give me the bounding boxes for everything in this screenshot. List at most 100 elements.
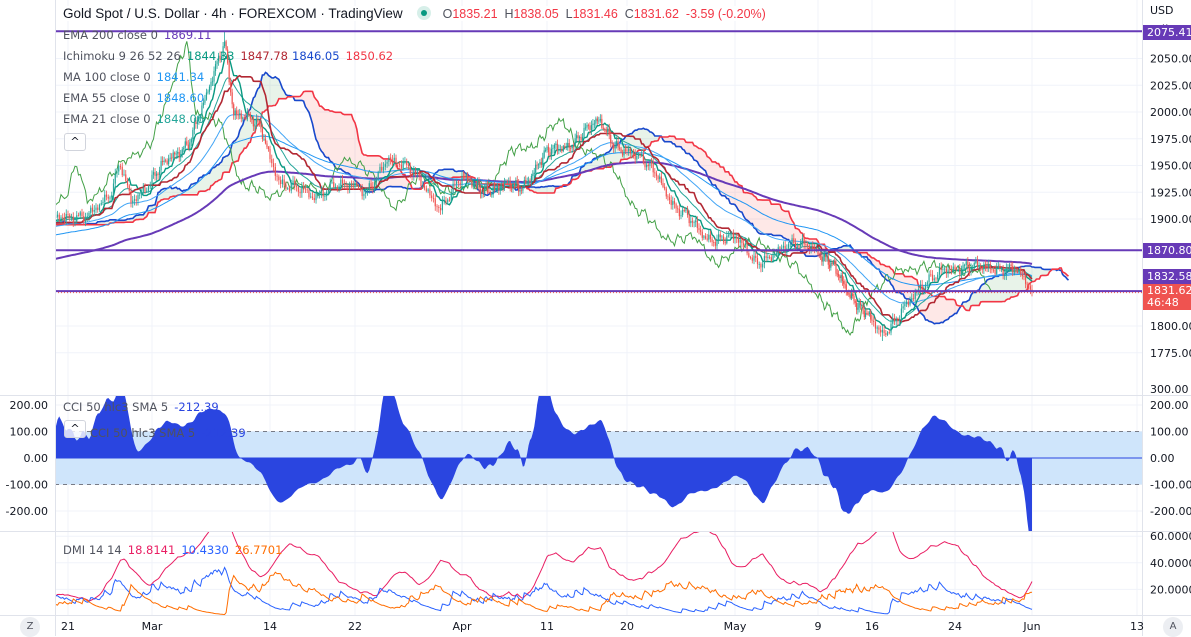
candle [693, 220, 695, 228]
candle-body [832, 261, 835, 265]
candle-body [207, 91, 209, 93]
candle [542, 152, 544, 167]
candle [832, 259, 835, 266]
legend-cci-1[interactable]: CCI 50 hlc3 SMA 5 -212.39 [63, 400, 225, 414]
legend-ichimoku[interactable]: Ichimoku 9 26 52 26 1844.33 1847.78 1846.05… [63, 49, 399, 63]
candle-body [885, 333, 887, 335]
candle [495, 183, 497, 193]
candle [973, 261, 975, 270]
candle-body [876, 327, 878, 329]
candle-body [874, 322, 877, 329]
candle-body [803, 237, 805, 245]
candle [386, 159, 388, 168]
auto-scale-button[interactable]: A [1163, 617, 1183, 637]
candle-body [112, 183, 115, 196]
candle-body [306, 189, 308, 191]
candle-body [146, 190, 148, 192]
open-label: O [442, 7, 453, 21]
candle [691, 217, 694, 228]
legend-ema55[interactable]: EMA 55 close 0 1848.60 [63, 91, 210, 105]
candle [1016, 268, 1019, 274]
legend-dmi[interactable]: DMI 14 14 18.8141 10.4330 26.7701 [63, 543, 288, 557]
candle [327, 188, 330, 196]
timezone-button[interactable]: Z [20, 617, 40, 637]
candle-body [708, 234, 710, 240]
candle-body [911, 298, 913, 301]
candle [568, 139, 570, 152]
legend-value: 1848.60 [156, 91, 205, 105]
legend-ema200[interactable]: EMA 200 close 0 1869.11 [63, 28, 217, 42]
candle [686, 205, 689, 218]
candle-body [481, 192, 483, 194]
dmi-pane[interactable] [0, 511, 1033, 616]
candle [772, 250, 774, 263]
candle [992, 266, 995, 273]
candle-body [866, 313, 868, 314]
candle [611, 140, 613, 149]
candle-body [393, 157, 395, 161]
collapse-cci-legend-button[interactable]: ^ [64, 420, 86, 438]
candle-body [762, 264, 764, 268]
candle-body [499, 186, 501, 191]
candle [384, 160, 386, 171]
candle-body [909, 300, 911, 306]
time-tick-label: Apr [452, 620, 472, 633]
ichimoku-leading-span-a [55, 71, 1070, 325]
candle [423, 181, 426, 191]
legend-cci-2[interactable]: CCI 50 hlc3 SMA 5 -212.39 [90, 426, 252, 440]
candle-body [201, 105, 203, 116]
candle-body [722, 236, 725, 242]
candle [854, 299, 856, 307]
candle [287, 186, 289, 191]
legend-ema21[interactable]: EMA 21 close 0 1848.06 [63, 112, 210, 126]
candle [646, 161, 648, 171]
candle-body [186, 141, 188, 145]
candle-body [368, 183, 370, 189]
price-pane[interactable] [0, 30, 1142, 341]
candle [372, 181, 374, 194]
candle-body [822, 256, 824, 262]
candle [252, 116, 254, 131]
candle [931, 270, 934, 282]
candle-body [970, 267, 972, 272]
candle-body [624, 149, 627, 151]
candle-body [672, 201, 674, 205]
candle [755, 251, 757, 263]
candle [213, 66, 215, 86]
collapse-legend-button[interactable]: ^ [64, 133, 86, 151]
candle-body [1015, 270, 1017, 272]
candle [269, 145, 271, 163]
candle [748, 250, 750, 259]
candle [496, 183, 499, 193]
candle-body [540, 162, 542, 165]
candle-body [409, 166, 411, 175]
candle-body [843, 281, 845, 284]
legend-ma100[interactable]: MA 100 close 0 1841.34 [63, 70, 210, 84]
candle [65, 209, 67, 225]
candle-body [65, 213, 67, 220]
open-value: 1835.21 [452, 7, 498, 21]
candle-body [304, 188, 307, 190]
candle-body [189, 142, 191, 149]
candle-body [586, 124, 588, 128]
candle [944, 265, 946, 274]
candle-body [471, 180, 473, 187]
candle [682, 205, 684, 218]
candle-body [949, 269, 951, 271]
price-tick-label: 2025.00 [1150, 79, 1191, 92]
candle-body [902, 306, 904, 309]
candle-body [155, 173, 158, 176]
candle-body [285, 184, 287, 189]
candle-body [954, 266, 956, 270]
candle-body [109, 197, 111, 199]
legend-value: 10.4330 [181, 543, 229, 557]
currency-selector[interactable]: USD ⌄ [1150, 4, 1191, 30]
cci-pane[interactable] [52, 383, 1142, 548]
candle-body [968, 266, 971, 272]
candle [861, 303, 863, 310]
candle-body [667, 196, 669, 198]
candle-body [501, 185, 503, 187]
candle-body [294, 180, 296, 187]
low-value: 1831.46 [572, 7, 618, 21]
